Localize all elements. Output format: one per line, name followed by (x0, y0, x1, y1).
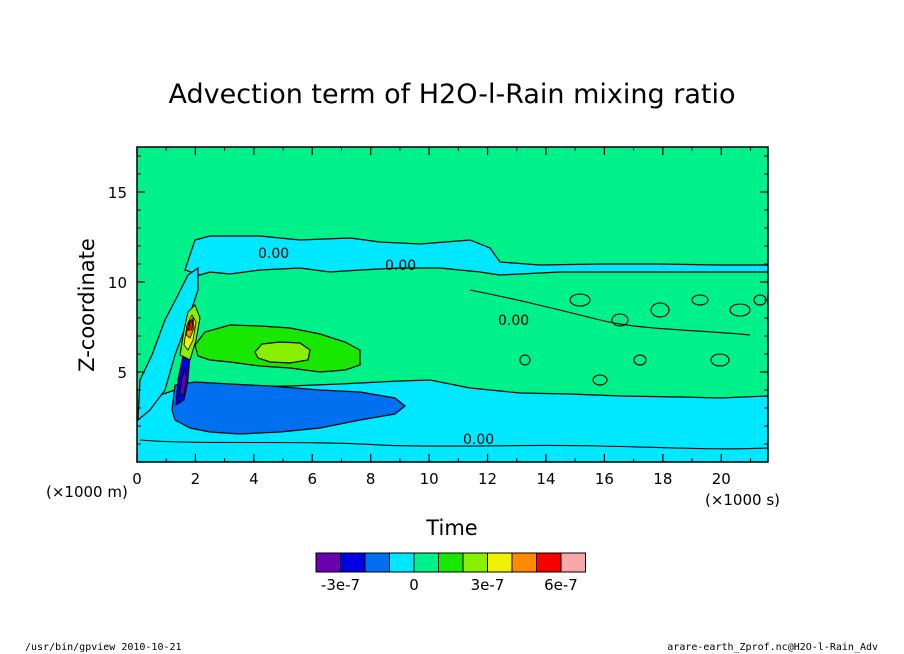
colorbar-label-0: -3e-7 (321, 576, 360, 594)
contour-label-3: 0.00 (498, 313, 529, 329)
x-tick-label-3: 6 (308, 470, 318, 488)
y-tick-label-0: 5 (117, 364, 127, 382)
colorbar-swatch-0 (315, 552, 341, 573)
colorbar-swatch-2 (364, 552, 390, 573)
contour-label-1: 0.00 (258, 246, 289, 262)
colorbar-swatch-4 (413, 552, 439, 573)
x-axis: 0 2 4 6 8 10 12 14 16 18 20 (132, 147, 751, 488)
colorbar-swatch-1 (340, 552, 366, 573)
y-axis: 5 10 15 (108, 155, 768, 445)
x-tick-label-6: 12 (478, 470, 497, 488)
x-tick-label-4: 8 (366, 470, 376, 488)
colorbar-swatch-5 (438, 552, 464, 573)
colorbar-swatch-6 (462, 552, 488, 573)
x-tick-label-2: 4 (249, 470, 259, 488)
region-positive-red (187, 319, 194, 331)
y-axis-unit: (×1000 m) (46, 483, 128, 501)
colorbar: -3e-7 0 3e-7 6e-7 (315, 552, 586, 594)
y-axis-title: Z-coordinate (75, 238, 99, 372)
region-positive-mid (254, 341, 311, 364)
region-negative-weak-streak (137, 266, 199, 422)
colorbar-swatch-3 (389, 552, 415, 573)
x-tick-label-5: 10 (420, 470, 439, 488)
region-negative-weak-upper (184, 235, 768, 276)
contour-label-4: 0.00 (463, 432, 494, 448)
colorbar-swatch-10 (560, 552, 586, 573)
x-tick-label-0: 0 (132, 470, 142, 488)
colorbar-swatch-9 (536, 552, 562, 573)
contour-label-2: 0.00 (385, 258, 416, 274)
x-tick-label-7: 14 (536, 470, 555, 488)
contour-blobs (139, 289, 768, 450)
footer-left: /usr/bin/gpview 2010-10-21 (25, 642, 182, 653)
x-tick-label-1: 2 (191, 470, 201, 488)
x-axis-unit: (×1000 s) (705, 491, 780, 509)
colorbar-label-2: 3e-7 (471, 576, 505, 594)
x-tick-label-8: 16 (595, 470, 614, 488)
y-tick-label-1: 10 (108, 274, 127, 292)
region-negative-mid (171, 381, 406, 435)
footer-right: arare-earth_Zprof.nc@H2O-l-Rain_Adv (667, 642, 878, 653)
plot-area (137, 147, 768, 462)
y-tick-label-2: 15 (108, 184, 127, 202)
x-tick-label-9: 18 (653, 470, 672, 488)
x-axis-title: Time (425, 516, 477, 540)
colorbar-label-1: 0 (409, 576, 419, 594)
chart-title: Advection term of H2O-l-Rain mixing rati… (169, 79, 736, 110)
x-tick-label-10: 20 (712, 470, 731, 488)
plot-frame (136, 146, 769, 463)
colorbar-label-3: 6e-7 (544, 576, 578, 594)
colorbar-swatch-8 (511, 552, 537, 573)
region-negative-extreme (179, 367, 187, 396)
colorbar-swatch-7 (487, 552, 513, 573)
